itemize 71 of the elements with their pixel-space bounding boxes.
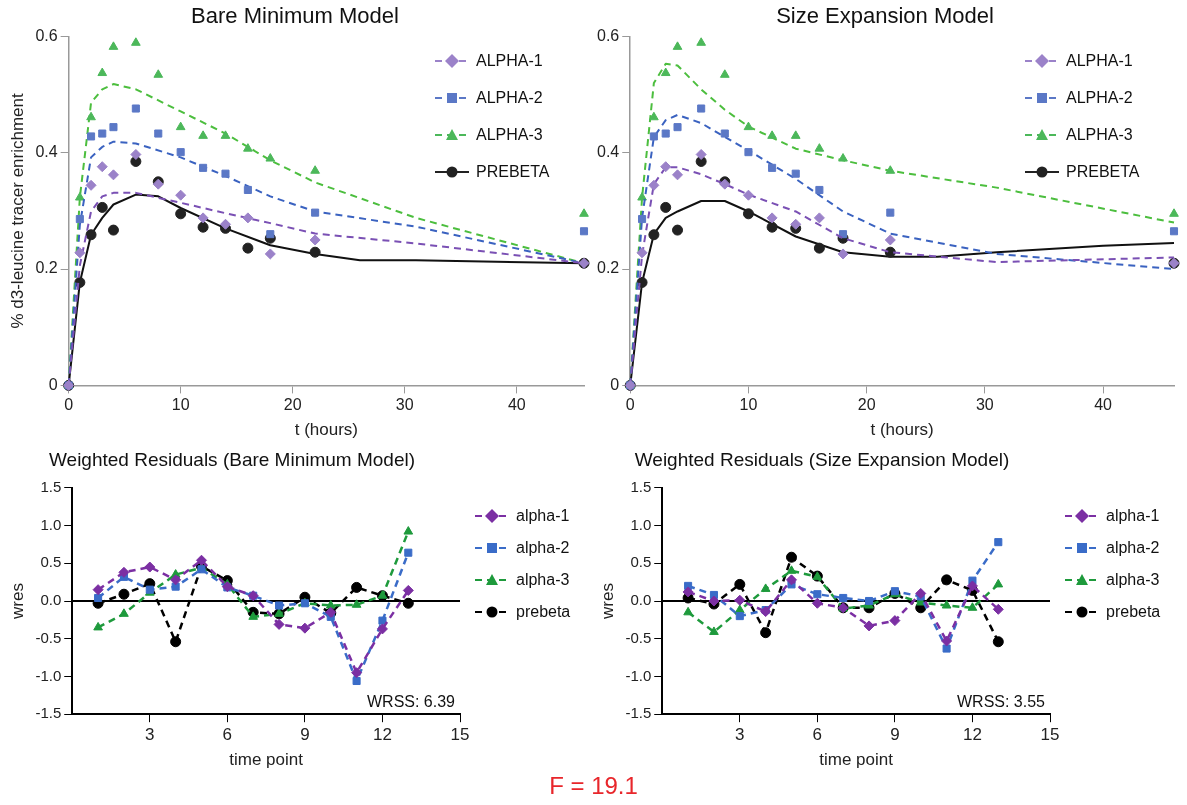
chart-title: Weighted Residuals (Bare Minimum Model) xyxy=(48,448,416,470)
legend-label: ALPHA-1 xyxy=(476,51,543,70)
x-axis-title: t (hours) xyxy=(294,420,358,440)
x-tick-label: 30 xyxy=(395,396,414,414)
x-axis-title: t (hours) xyxy=(870,420,934,440)
x-tick-label: 15 xyxy=(1040,725,1060,745)
x-tick-label: 40 xyxy=(1094,396,1113,414)
y-tick-label: 0.5 xyxy=(40,553,62,571)
chart-title: Bare Minimum Model xyxy=(191,3,399,29)
x-axis-title: time point xyxy=(819,750,894,770)
y-tick-label: 0 xyxy=(48,375,58,393)
x-tick-label: 6 xyxy=(222,725,233,745)
y-tick-label: 0.2 xyxy=(35,259,58,277)
legend-label: ALPHA-3 xyxy=(1066,125,1133,144)
legend-label: alpha-2 xyxy=(1106,538,1160,557)
legend-label: alpha-2 xyxy=(516,538,570,557)
legend-label: alpha-1 xyxy=(516,506,570,525)
x-tick-label: 9 xyxy=(890,725,900,745)
x-tick-label: 12 xyxy=(962,725,982,745)
y-tick-label: 0.6 xyxy=(596,26,620,44)
x-tick-label: 20 xyxy=(857,396,876,414)
x-tick-label: 9 xyxy=(300,725,310,745)
y-tick-label: 0.5 xyxy=(630,553,652,571)
x-tick-label: 6 xyxy=(812,725,823,745)
y-axis-title: % d3-leucine tracer enrichment xyxy=(7,92,27,329)
x-tick-label: 40 xyxy=(507,396,526,414)
y-tick-label: -1.0 xyxy=(35,666,62,684)
y-tick-label: -1.5 xyxy=(625,704,652,722)
legend-label: PREBETA xyxy=(1066,162,1140,181)
y-tick-label: 1.0 xyxy=(40,515,62,533)
legend-label: ALPHA-2 xyxy=(476,88,543,107)
y-tick-label: -0.5 xyxy=(35,628,62,646)
y-tick-label: 0 xyxy=(610,375,620,393)
x-tick-label: 3 xyxy=(145,725,155,745)
legend-label: alpha-3 xyxy=(516,570,570,589)
y-tick-label: 1.0 xyxy=(630,515,652,533)
text: F = 19.1 xyxy=(548,772,639,800)
x-tick-label: 3 xyxy=(735,725,745,745)
annotation: WRSS: 3.55 xyxy=(956,692,1046,710)
x-tick-label: 20 xyxy=(283,396,302,414)
y-tick-label: 1.5 xyxy=(40,477,62,495)
y-tick-label: 0.0 xyxy=(40,591,62,609)
x-tick-label: 10 xyxy=(171,396,190,414)
x-tick-label: 12 xyxy=(372,725,392,745)
legend-label: ALPHA-1 xyxy=(1066,51,1133,70)
y-tick-label: -0.5 xyxy=(625,628,652,646)
y-tick-label: 0.0 xyxy=(630,591,652,609)
x-tick-label: 10 xyxy=(739,396,758,414)
legend-label: prebeta xyxy=(1106,602,1161,621)
x-tick-label: 0 xyxy=(64,396,74,414)
y-axis-title: wres xyxy=(597,583,617,620)
y-tick-label: 0.6 xyxy=(35,26,58,44)
y-tick-label: 0.4 xyxy=(596,143,620,161)
chart-title: Weighted Residuals (Size Expansion Model) xyxy=(634,448,1010,470)
y-tick-label: 0.4 xyxy=(35,143,58,161)
legend-label: PREBETA xyxy=(476,162,550,181)
y-tick-label: -1.0 xyxy=(625,666,652,684)
legend-label: prebeta xyxy=(516,602,571,621)
annotation: WRSS: 6.39 xyxy=(366,692,456,710)
legend-label: alpha-1 xyxy=(1106,506,1160,525)
y-axis-title: wres xyxy=(7,583,27,620)
x-tick-label: 15 xyxy=(450,725,470,745)
x-axis-title: time point xyxy=(229,750,304,770)
y-tick-label: 0.2 xyxy=(596,259,620,277)
legend-label: ALPHA-2 xyxy=(1066,88,1133,107)
x-tick-label: 30 xyxy=(975,396,994,414)
chart-title: Size Expansion Model xyxy=(776,3,994,29)
y-tick-label: 1.5 xyxy=(630,477,652,495)
legend-label: ALPHA-3 xyxy=(476,125,543,144)
y-tick-label: -1.5 xyxy=(35,704,62,722)
legend-label: alpha-3 xyxy=(1106,570,1160,589)
